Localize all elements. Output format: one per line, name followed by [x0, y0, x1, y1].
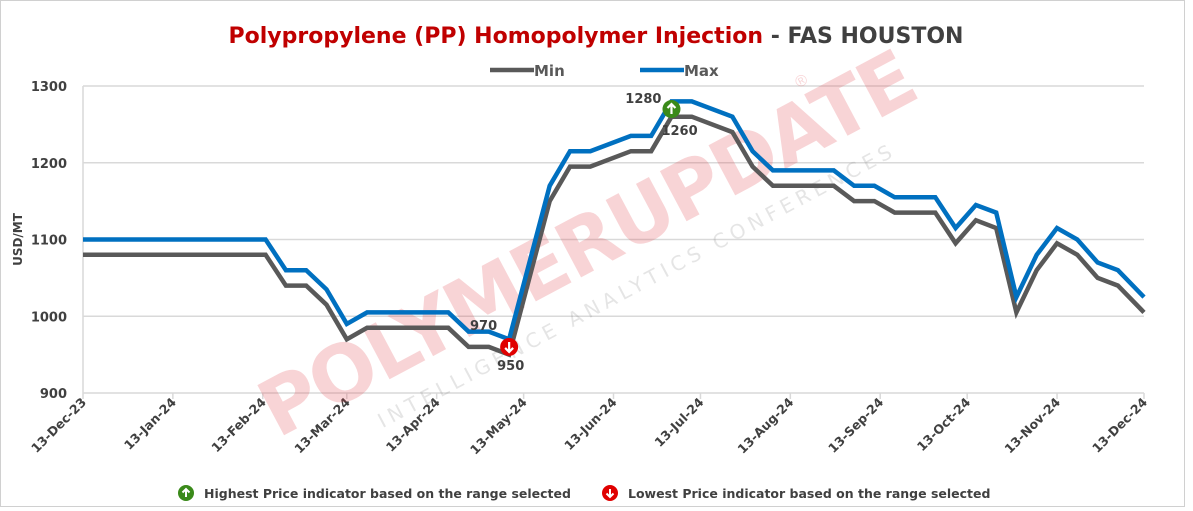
min-price-label: 1260 [661, 124, 697, 139]
y-axis-label: USD/MT [11, 212, 25, 266]
min-price-label: 950 [497, 359, 524, 374]
x-tick-label: 13-Nov-24 [1001, 394, 1063, 456]
max-price-label: 1280 [625, 92, 661, 107]
x-tick-label: 13-Dec-23 [28, 395, 89, 456]
y-tick-label: 1300 [31, 80, 67, 95]
chart-title-sub: FAS HOUSTON [787, 24, 963, 49]
legend-label-min: Min [534, 62, 565, 80]
arrow-up-icon [666, 102, 677, 115]
max-price-label: 970 [470, 319, 497, 334]
legend-label-max: Max [684, 62, 719, 80]
x-tick-label: 13-Oct-24 [914, 394, 974, 454]
y-tick-label: 1200 [31, 157, 67, 172]
series-line-min [83, 114, 1146, 358]
chart-title-separator: - [763, 24, 787, 49]
footer-legend-text: Highest Price indicator based on the ran… [204, 486, 571, 501]
arrow-up-icon [181, 487, 191, 497]
y-tick-label: 900 [40, 387, 67, 402]
watermark-brand: POLYMERUPDATE [244, 34, 930, 455]
arrow-down-icon [605, 489, 615, 499]
x-tick-label: 13-Aug-24 [734, 394, 796, 456]
y-tick-label: 1000 [31, 310, 67, 325]
x-tick-label: 13-Dec-24 [1089, 394, 1150, 455]
series-line-max [83, 99, 1146, 343]
arrow-down-icon [504, 341, 514, 354]
footer-legend-text: Lowest Price indicator based on the rang… [628, 486, 990, 501]
x-tick-label: 13-Jun-24 [561, 394, 620, 453]
chart-title-main: Polypropylene (PP) Homopolymer Injection [229, 24, 764, 49]
x-tick-label: 13-Jul-24 [651, 394, 706, 449]
chart-title: Polypropylene (PP) Homopolymer Injection… [229, 24, 964, 49]
y-tick-label: 1100 [31, 234, 67, 249]
x-tick-label: 13-Jan-24 [121, 394, 179, 452]
x-tick-label: 13-Sep-24 [825, 394, 886, 455]
x-tick-label: 13-May-24 [467, 394, 530, 457]
